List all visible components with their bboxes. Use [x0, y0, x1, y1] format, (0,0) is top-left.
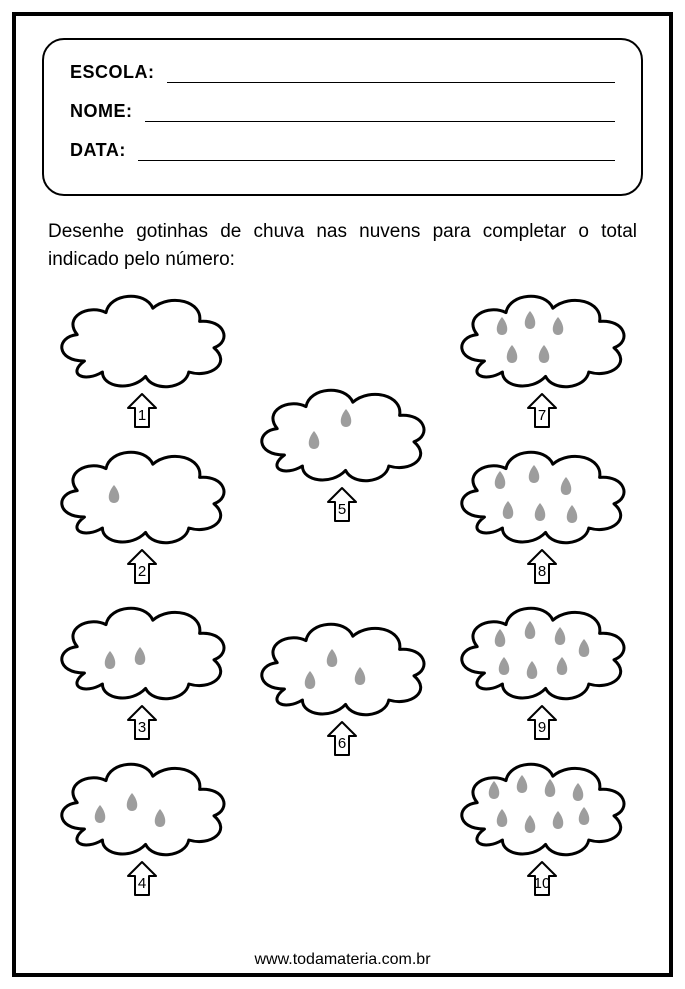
arrow-number: 10 — [534, 875, 551, 892]
escola-label: ESCOLA: — [70, 62, 155, 83]
escola-line[interactable] — [167, 65, 616, 83]
arrow-wrap: 4 — [52, 860, 232, 898]
cloud-icon — [52, 284, 232, 394]
nome-label: NOME: — [70, 101, 133, 122]
cloud-item: 6 — [252, 612, 432, 758]
arrow-wrap: 9 — [452, 704, 632, 742]
cloud-icon — [452, 284, 632, 394]
cloud-item: 7 — [452, 284, 632, 430]
arrow-number: 9 — [538, 719, 546, 736]
arrow-number: 3 — [138, 719, 146, 736]
header-box: ESCOLA: NOME: DATA: — [42, 38, 643, 196]
arrow-wrap: 6 — [252, 720, 432, 758]
arrow-wrap: 10 — [452, 860, 632, 898]
cloud-icon — [452, 440, 632, 550]
cloud-item: 4 — [52, 752, 232, 898]
cloud-item: 3 — [52, 596, 232, 742]
clouds-area: 1 2 3 4 — [28, 280, 657, 949]
cloud-icon — [52, 440, 232, 550]
arrow-wrap: 7 — [452, 392, 632, 430]
arrow-wrap: 3 — [52, 704, 232, 742]
number-arrow-icon: 4 — [125, 860, 159, 898]
number-arrow-icon: 9 — [525, 704, 559, 742]
cloud-item: 2 — [52, 440, 232, 586]
number-arrow-icon: 6 — [325, 720, 359, 758]
arrow-number: 1 — [138, 407, 146, 424]
cloud-icon — [52, 752, 232, 862]
arrow-wrap: 8 — [452, 548, 632, 586]
number-arrow-icon: 2 — [125, 548, 159, 586]
cloud-icon — [252, 378, 432, 488]
footer-url: www.todamateria.com.br — [0, 951, 685, 969]
arrow-wrap: 2 — [52, 548, 232, 586]
cloud-icon — [452, 752, 632, 862]
cloud-icon — [452, 596, 632, 706]
cloud-item: 5 — [252, 378, 432, 524]
arrow-number: 7 — [538, 407, 546, 424]
arrow-number: 5 — [338, 501, 346, 518]
cloud-item: 1 — [52, 284, 232, 430]
data-label: DATA: — [70, 140, 126, 161]
arrow-number: 4 — [138, 875, 146, 892]
arrow-wrap: 5 — [252, 486, 432, 524]
cloud-item: 8 — [452, 440, 632, 586]
field-nome: NOME: — [70, 101, 615, 122]
number-arrow-icon: 5 — [325, 486, 359, 524]
number-arrow-icon: 8 — [525, 548, 559, 586]
arrow-wrap: 1 — [52, 392, 232, 430]
cloud-icon — [252, 612, 432, 722]
number-arrow-icon: 3 — [125, 704, 159, 742]
cloud-item: 10 — [452, 752, 632, 898]
cloud-icon — [52, 596, 232, 706]
arrow-number: 2 — [138, 563, 146, 580]
number-arrow-icon: 7 — [525, 392, 559, 430]
number-arrow-icon: 1 — [125, 392, 159, 430]
arrow-number: 6 — [338, 735, 346, 752]
number-arrow-icon: 10 — [525, 860, 559, 898]
field-escola: ESCOLA: — [70, 62, 615, 83]
instruction-text: Desenhe gotinhas de chuva nas nuvens par… — [48, 218, 637, 273]
arrow-number: 8 — [538, 563, 546, 580]
nome-line[interactable] — [145, 104, 616, 122]
data-line[interactable] — [138, 143, 615, 161]
cloud-item: 9 — [452, 596, 632, 742]
field-data: DATA: — [70, 140, 615, 161]
